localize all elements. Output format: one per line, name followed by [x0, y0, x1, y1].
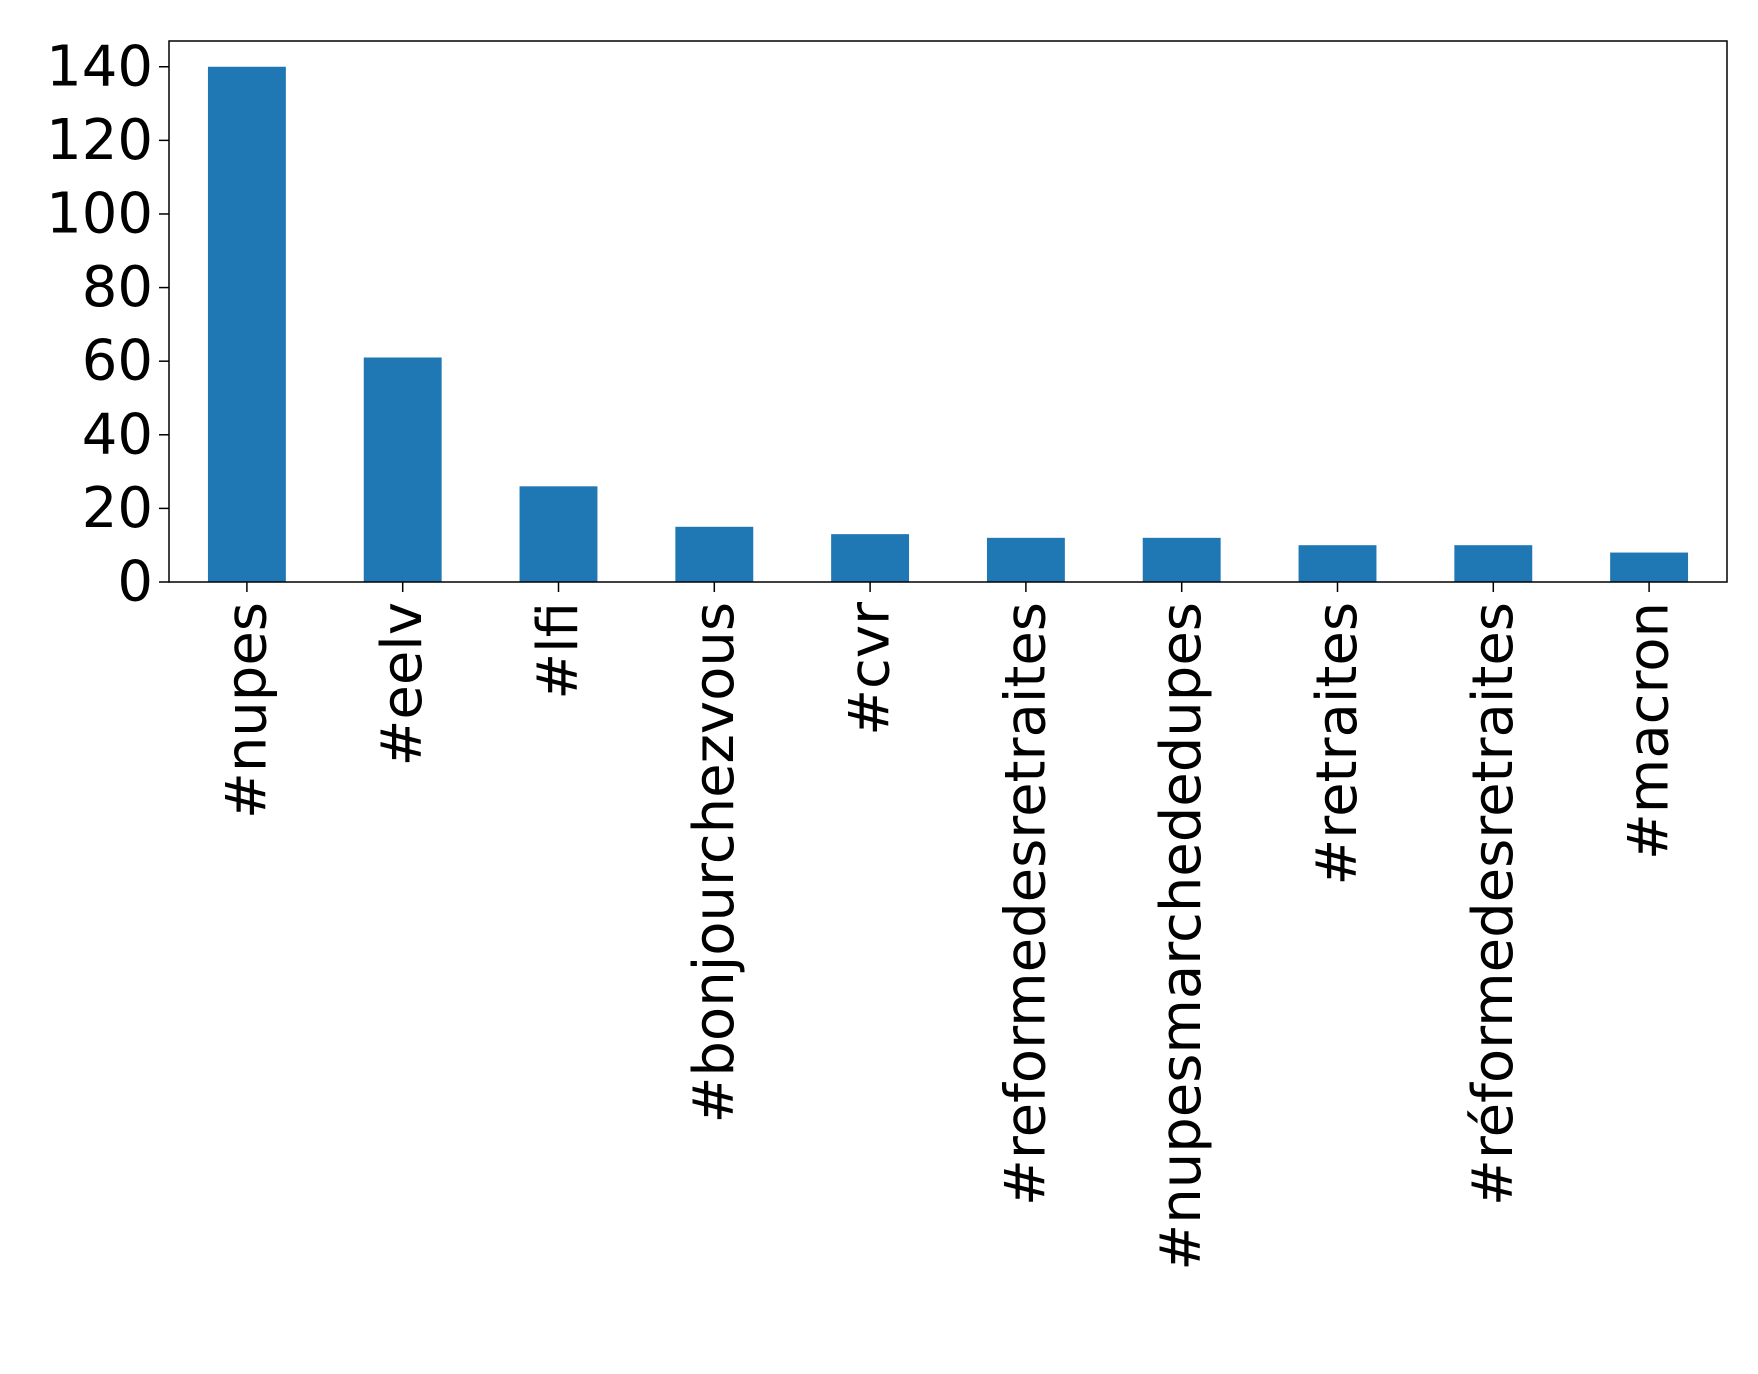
- x-tick-label: #bonjourchezvous: [682, 602, 747, 1124]
- bar-bonjourchezvous: [675, 526, 754, 582]
- y-tick-label: 120: [46, 108, 153, 173]
- x-tick-label: #macron: [1617, 602, 1682, 860]
- x-axis: #nupes #eelv #lfi #bonjourchezvous #cvr #refo…: [214, 582, 1682, 1271]
- x-tick-label: #réformedesretraites: [1461, 602, 1526, 1206]
- bar-cvr: [831, 534, 910, 582]
- bar-retraites: [1298, 545, 1377, 582]
- y-tick-label: 20: [82, 476, 153, 541]
- bar-réformedesretraites: [1454, 545, 1533, 582]
- y-tick-label: 140: [46, 34, 153, 99]
- y-tick-label: 40: [82, 402, 153, 467]
- bar-reformedesretraites: [986, 537, 1065, 582]
- bars-group: [207, 66, 1689, 582]
- x-tick-label: #nupesmarchededupes: [1149, 602, 1214, 1271]
- bar-nupes: [207, 66, 286, 582]
- plot-frame: [168, 40, 1728, 583]
- bar-nupesmarchededupes: [1142, 537, 1221, 582]
- x-tick-label: #eelv: [370, 602, 435, 767]
- y-tick-label: 80: [82, 255, 153, 320]
- x-tick-label: #retraites: [1305, 602, 1370, 886]
- bar-lfi: [519, 486, 598, 582]
- x-tick-label: #reformedesretraites: [993, 602, 1058, 1206]
- y-tick-label: 60: [82, 329, 153, 394]
- x-tick-label: #cvr: [838, 601, 903, 736]
- y-tick-label: 100: [46, 181, 153, 246]
- y-axis: 0 20 40 60 80 100 120 140: [46, 34, 169, 615]
- x-tick-label: #nupes: [214, 602, 279, 819]
- bar-eelv: [363, 357, 442, 582]
- bar-macron: [1610, 552, 1689, 582]
- x-tick-label: #lfi: [526, 602, 591, 700]
- y-tick-label: 0: [117, 550, 153, 615]
